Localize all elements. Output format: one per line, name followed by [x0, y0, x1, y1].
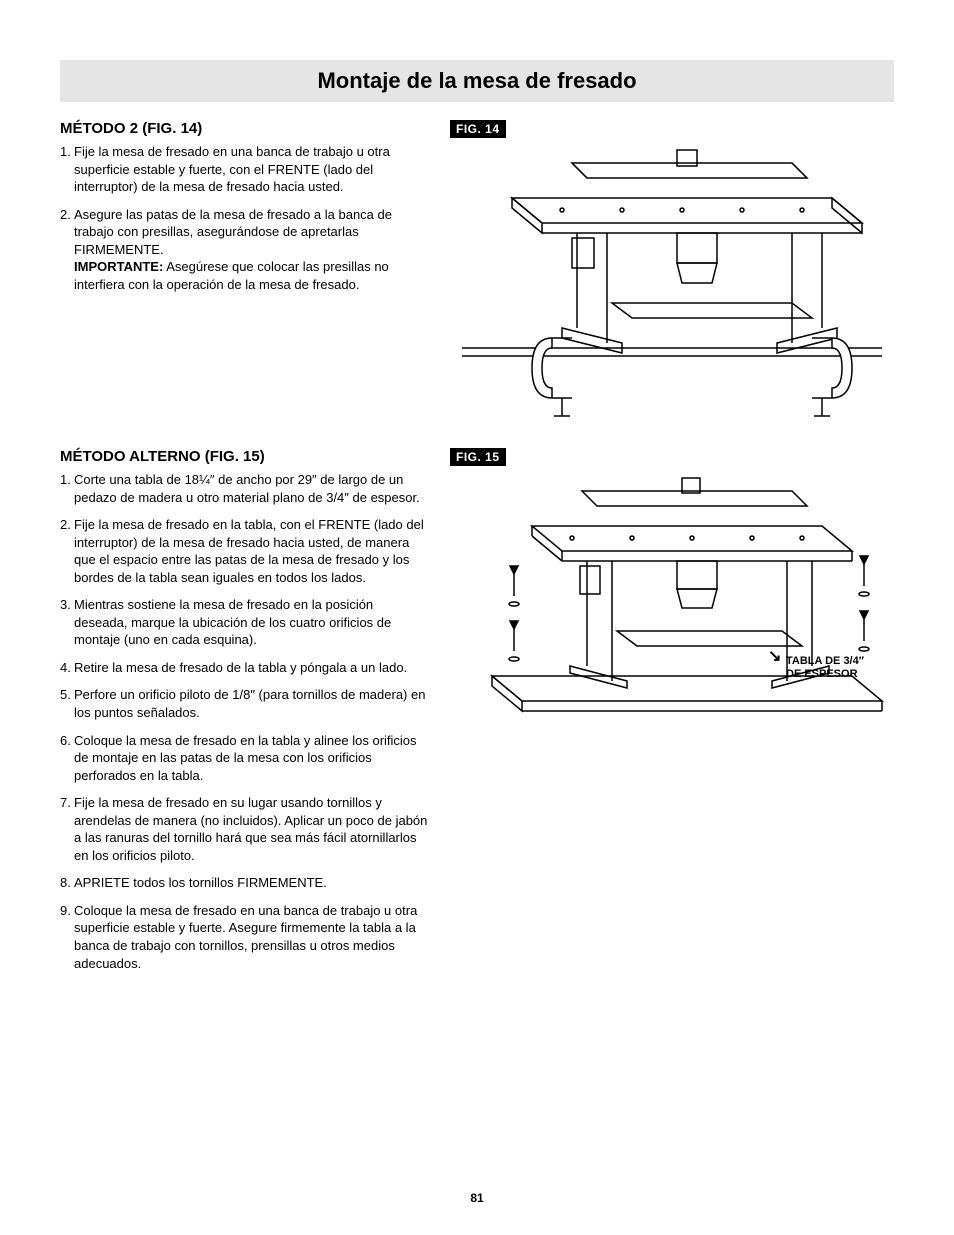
- page-title: Montaje de la mesa de fresado: [60, 68, 894, 94]
- fig14-column: FIG. 14: [450, 120, 894, 418]
- title-bar: Montaje de la mesa de fresado: [60, 60, 894, 102]
- router-table-clamped-svg: [450, 138, 894, 418]
- caption-line1: TABLA DE 3/4″: [786, 655, 864, 667]
- list-item: 1.Corte una tabla de 18¼″ de ancho por 2…: [60, 471, 430, 506]
- item-number: 3.: [60, 596, 71, 614]
- item-text: Fije la mesa de fresado en una banca de …: [74, 144, 390, 194]
- arrow-icon: ↘: [768, 647, 781, 666]
- method2-text: MÉTODO 2 (FIG. 14) 1. Fije la mesa de fr…: [60, 120, 430, 418]
- item-text: Retire la mesa de fresado de la tabla y …: [74, 660, 407, 675]
- item-text: Corte una tabla de 18¼″ de ancho por 29″…: [74, 472, 420, 505]
- list-item: 2.Fije la mesa de fresado en la tabla, c…: [60, 516, 430, 586]
- fig15-label: FIG. 15: [450, 448, 506, 466]
- item-number: 1.: [60, 143, 71, 161]
- fig15-illustration: ↘ TABLA DE 3/4″ DE ESPESOR: [450, 466, 894, 726]
- item-text: Coloque la mesa de fresado en una banca …: [74, 903, 417, 971]
- item-number: 7.: [60, 794, 71, 812]
- item-text: Asegure las patas de la mesa de fresado …: [74, 207, 392, 257]
- item-text: Fije la mesa de fresado en su lugar usan…: [74, 795, 427, 863]
- list-item: 4.Retire la mesa de fresado de la tabla …: [60, 659, 430, 677]
- alterno-list: 1.Corte una tabla de 18¼″ de ancho por 2…: [60, 471, 430, 972]
- list-item: 7.Fije la mesa de fresado en su lugar us…: [60, 794, 430, 864]
- list-item: 9.Coloque la mesa de fresado en una banc…: [60, 902, 430, 972]
- item-text: APRIETE todos los tornillos FIRMEMENTE.: [74, 875, 327, 890]
- item-number: 5.: [60, 686, 71, 704]
- row-alterno: MÉTODO ALTERNO (FIG. 15) 1.Corte una tab…: [60, 448, 894, 982]
- fig15-column: FIG. 15: [450, 448, 894, 982]
- alterno-text: MÉTODO ALTERNO (FIG. 15) 1.Corte una tab…: [60, 448, 430, 982]
- item-number: 2.: [60, 206, 71, 224]
- list-item: 8.APRIETE todos los tornillos FIRMEMENTE…: [60, 874, 430, 892]
- router-table-board-svg: [450, 466, 894, 726]
- page-number: 81: [0, 1191, 954, 1205]
- method2-list: 1. Fije la mesa de fresado en una banca …: [60, 143, 430, 293]
- row-method2: MÉTODO 2 (FIG. 14) 1. Fije la mesa de fr…: [60, 120, 894, 418]
- method2-heading: MÉTODO 2 (FIG. 14): [60, 120, 430, 137]
- alterno-heading: MÉTODO ALTERNO (FIG. 15): [60, 448, 430, 465]
- item-number: 2.: [60, 516, 71, 534]
- list-item: 2. Asegure las patas de la mesa de fresa…: [60, 206, 430, 294]
- item-number: 6.: [60, 732, 71, 750]
- item-text: Coloque la mesa de fresado en la tabla y…: [74, 733, 417, 783]
- list-item: 1. Fije la mesa de fresado en una banca …: [60, 143, 430, 196]
- caption-line2: DE ESPESOR: [786, 668, 858, 680]
- item-number: 9.: [60, 902, 71, 920]
- important-label: IMPORTANTE:: [74, 259, 163, 274]
- fig14-illustration: [450, 138, 894, 418]
- item-number: 4.: [60, 659, 71, 677]
- fig14-label: FIG. 14: [450, 120, 506, 138]
- item-number: 1.: [60, 471, 71, 489]
- list-item: 5.Perfore un orificio piloto de 1/8″ (pa…: [60, 686, 430, 721]
- list-item: 3.Mientras sostiene la mesa de fresado e…: [60, 596, 430, 649]
- item-number: 8.: [60, 874, 71, 892]
- item-text: Fije la mesa de fresado en la tabla, con…: [74, 517, 424, 585]
- list-item: 6.Coloque la mesa de fresado en la tabla…: [60, 732, 430, 785]
- item-text: Mientras sostiene la mesa de fresado en …: [74, 597, 391, 647]
- item-text: Perfore un orificio piloto de 1/8″ (para…: [74, 687, 425, 720]
- fig15-caption: ↘ TABLA DE 3/4″ DE ESPESOR: [786, 655, 864, 681]
